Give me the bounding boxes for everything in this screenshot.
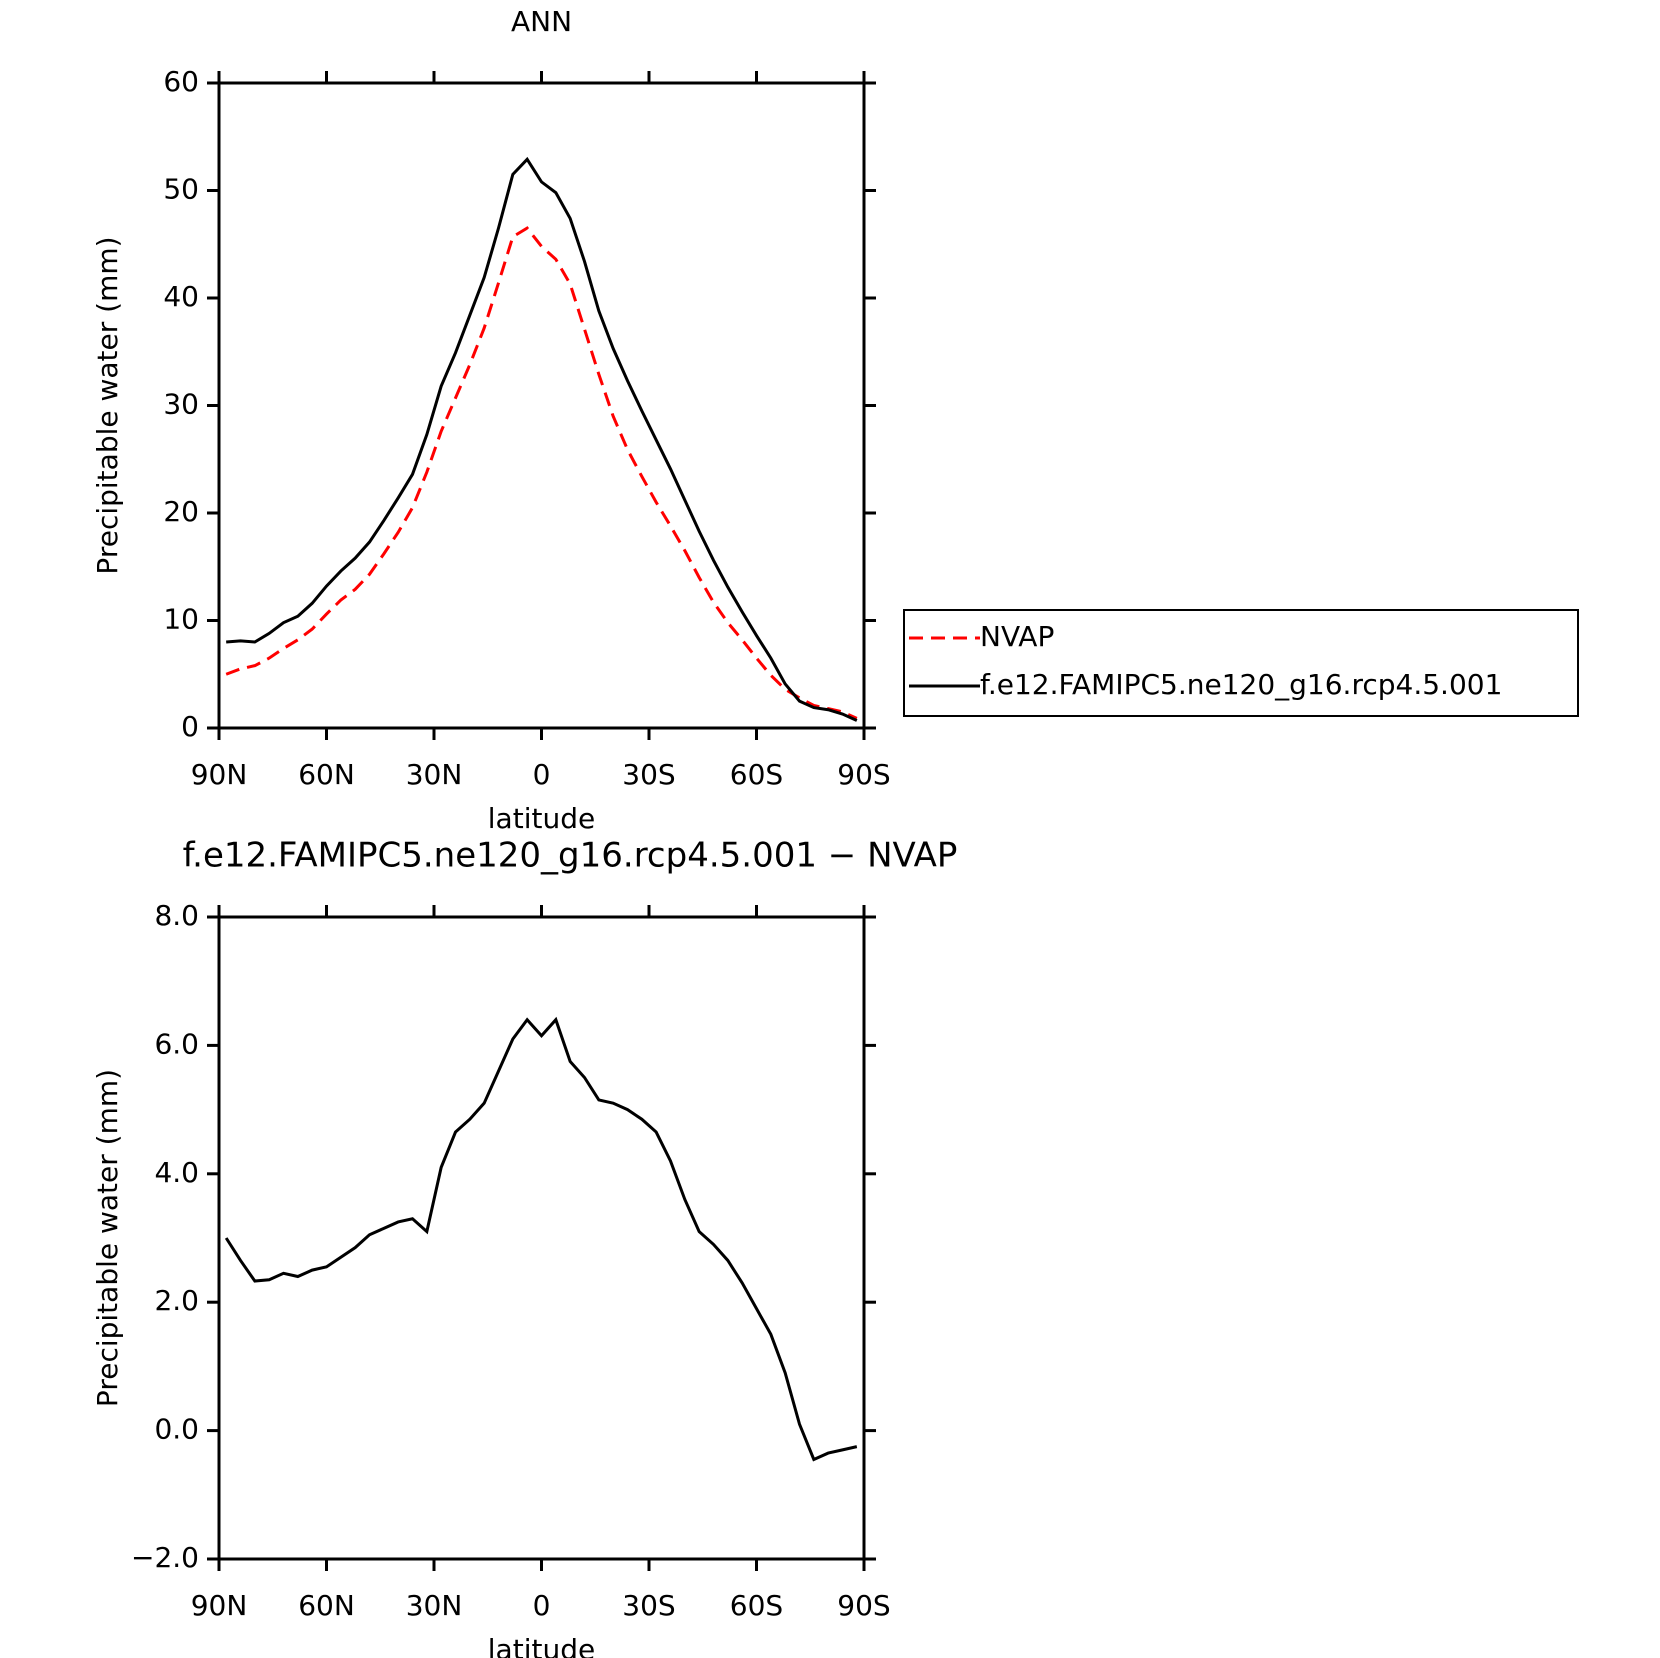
- y-tick-label: 50: [163, 173, 199, 206]
- y-tick-label: 2.0: [154, 1284, 199, 1317]
- y-tick-label: 20: [163, 495, 199, 528]
- x-tick-label: 30S: [622, 758, 675, 791]
- x-axis-label: latitude: [488, 1633, 595, 1658]
- y-tick-label: −2.0: [131, 1541, 199, 1574]
- x-tick-label: 90N: [191, 1589, 248, 1622]
- y-axis-label: Precipitable water (mm): [91, 236, 124, 574]
- y-tick-label: 6.0: [154, 1027, 199, 1060]
- x-tick-label: 30N: [406, 758, 463, 791]
- x-tick-label: 60S: [730, 758, 783, 791]
- y-axis-label: Precipitable water (mm): [91, 1069, 124, 1407]
- x-tick-label: 60N: [298, 1589, 355, 1622]
- legend-label: NVAP: [980, 620, 1054, 653]
- x-tick-label: 90S: [837, 758, 890, 791]
- legend-label: f.e12.FAMIPC5.ne120_g16.rcp4.5.001: [980, 668, 1502, 701]
- legend-box: [903, 609, 1579, 717]
- y-tick-label: 30: [163, 388, 199, 421]
- y-tick-label: 10: [163, 603, 199, 636]
- y-tick-label: 0: [181, 710, 199, 743]
- chart-title: ANN: [511, 5, 572, 38]
- y-tick-label: 40: [163, 280, 199, 313]
- y-tick-label: 60: [163, 65, 199, 98]
- x-tick-label: 90N: [191, 758, 248, 791]
- x-tick-label: 30S: [622, 1589, 675, 1622]
- x-tick-label: 30N: [406, 1589, 463, 1622]
- x-tick-label: 60S: [730, 1589, 783, 1622]
- x-tick-label: 60N: [298, 758, 355, 791]
- x-tick-label: 0: [533, 1589, 551, 1622]
- x-tick-label: 0: [533, 758, 551, 791]
- y-tick-label: 4.0: [154, 1156, 199, 1189]
- y-tick-label: 8.0: [154, 899, 199, 932]
- data-line: [224, 1016, 858, 1462]
- y-tick-label: 0.0: [154, 1413, 199, 1446]
- plot-frame: [217, 915, 866, 1561]
- chart-title: f.e12.FAMIPC5.ne120_g16.rcp4.5.001 − NVA…: [183, 836, 958, 876]
- x-tick-label: 90S: [837, 1589, 890, 1622]
- x-axis-label: latitude: [488, 802, 595, 835]
- data-line: [225, 226, 858, 720]
- data-line: [226, 156, 858, 722]
